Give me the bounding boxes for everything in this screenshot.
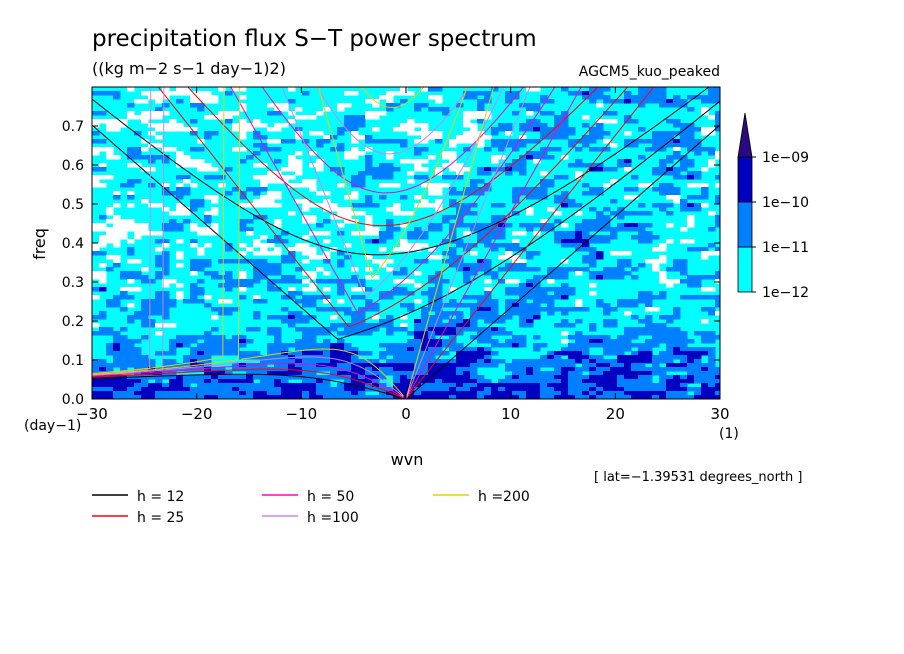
legend-label: h = 25 [137,510,184,526]
equatorial-wave-curve [157,87,629,328]
equatorial-wave-curve [92,100,720,340]
power-field [92,87,720,399]
equatorial-wave-curve [92,373,404,399]
kelvin-wave-curve [405,87,582,399]
colorbar-label: 1e−10 [762,195,809,211]
colorbar-extend-triangle [737,112,753,158]
colorbar-segment [737,246,753,293]
x-tick-label: 0 [401,405,411,423]
plot-area [91,86,721,400]
equatorial-wave-curve [165,356,404,398]
x-axis: −30 −20 −10 0 10 20 30 [76,87,730,423]
colorbar-label: 1e−11 [762,240,809,256]
equatorial-wave-curve [261,87,525,194]
legend-label: h =200 [478,489,530,505]
y-tick-label: 0.6 [62,158,84,174]
latitude-note: [ lat=−1.39531 degrees_north ] [594,470,802,485]
x-tick-label: 10 [501,405,520,423]
kelvin-wave-curve [405,87,495,399]
equatorial-wave-curve [92,87,470,376]
y-axis: 0.0 0.1 0.2 0.3 0.4 0.5 0.6 0.7 [62,119,720,408]
chart-title: precipitation flux S−T power spectrum [92,26,537,52]
x-tick-label: 20 [606,405,625,423]
chart-subtitle: ((kg m−2 s−1 day−1)2) [92,59,286,78]
equatorial-wave-curve [92,87,425,376]
colorbar-label: 1e−12 [762,285,809,301]
y-axis-label: freq [30,228,49,260]
x-axis-label: wvn [391,450,424,469]
curve-legend: h = 12 h = 25 h = 50 h =100 h =200 [92,489,530,526]
dispersion-curves [92,87,720,399]
x-tick-label: 30 [710,405,729,423]
kelvin-wave-curve [405,87,655,399]
y-tick-label: 0.1 [62,353,84,369]
equatorial-wave-curve [92,363,404,398]
y-tick-label: 0.4 [62,236,84,252]
y-unit-label: (day−1) [24,418,81,434]
kelvin-wave-curve [405,124,720,399]
model-label: AGCM5_kuo_peaked [579,64,720,80]
legend-label: h = 50 [307,489,354,505]
equatorial-wave-curve [92,87,468,374]
kelvin-wave-curve [405,87,531,399]
y-tick-label: 0.5 [62,197,84,213]
x-tick-label: −10 [286,405,318,423]
equatorial-wave-curve [92,87,710,256]
x-tick-label: −30 [76,405,108,423]
y-tick-label: 0.2 [62,314,84,330]
equatorial-wave-curve [187,87,599,227]
colorbar-segment [737,156,753,203]
legend-label: h = 12 [137,489,184,505]
equatorial-wave-curve [230,87,556,314]
equatorial-wave-curve [92,368,404,399]
y-tick-label: 0.3 [62,275,84,291]
equatorial-wave-curve [241,348,404,397]
legend-label: h =100 [307,510,359,526]
x-unit-label: (1) [719,426,739,442]
equatorial-wave-curve [92,87,505,375]
colorbar-segment [737,201,753,248]
x-tick-label: −20 [181,405,213,423]
colorbar-label: 1e−09 [762,150,809,166]
y-tick-label: 0.0 [62,392,84,408]
y-tick-label: 0.7 [62,119,84,135]
colorbar: 1e−12 1e−11 1e−10 1e−09 [737,112,809,301]
